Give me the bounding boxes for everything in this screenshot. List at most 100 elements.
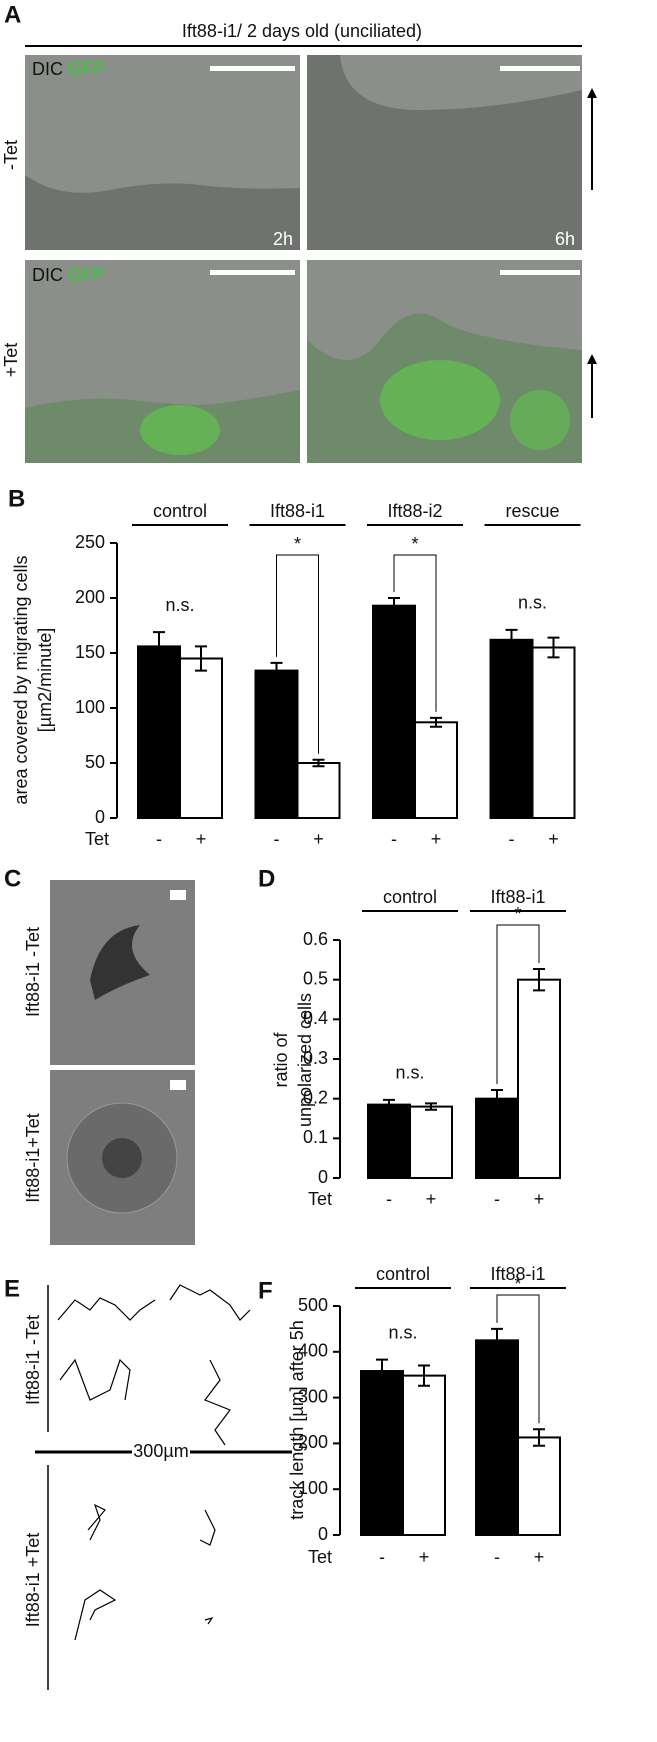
error-bar xyxy=(388,597,400,615)
y-tick-label: 100 xyxy=(298,1478,328,1498)
error-bar xyxy=(491,1088,503,1109)
error-bar xyxy=(383,1098,395,1111)
error-bar xyxy=(376,1358,388,1384)
y-axis-label: track length [µm] after 5h xyxy=(287,1320,307,1519)
group-label: rescue xyxy=(505,501,559,521)
x-tick-label: - xyxy=(494,1189,500,1209)
significance-bracket xyxy=(393,554,437,712)
bar xyxy=(489,638,534,819)
annotation: * xyxy=(411,534,418,554)
group-label: Ift88-i1 xyxy=(490,887,545,907)
x-tick-label: + xyxy=(313,829,324,849)
significance-bracket xyxy=(276,554,319,754)
y-axis-label: ratio of xyxy=(271,1031,291,1087)
x-tick-label: + xyxy=(534,1547,545,1567)
x-tick-label: + xyxy=(534,1189,545,1209)
panel-label: E xyxy=(4,1275,20,1302)
y-tick-label: 0 xyxy=(318,1167,328,1187)
y-tick-label: 500 xyxy=(298,1295,328,1315)
error-bar xyxy=(153,631,165,662)
row-label: Ift88-i1+Tet xyxy=(23,1113,43,1203)
error-bar xyxy=(425,1102,437,1111)
bar xyxy=(402,1374,446,1536)
annotation: n.s. xyxy=(518,593,547,613)
group-label: control xyxy=(153,501,207,521)
annotation: * xyxy=(514,1274,521,1294)
x-axis-label: Tet xyxy=(85,829,109,849)
x-tick-label: + xyxy=(431,829,442,849)
y-tick-label: 400 xyxy=(298,1341,328,1361)
row-label: +Tet xyxy=(1,343,21,378)
channel-label: GFP xyxy=(68,59,105,79)
error-bar xyxy=(195,645,207,672)
y-tick-label: 0.2 xyxy=(303,1087,328,1107)
bar xyxy=(475,1097,519,1179)
time-label: 2h xyxy=(273,229,293,249)
y-tick-label: 0.5 xyxy=(303,968,328,988)
x-tick-label: + xyxy=(196,829,207,849)
bar xyxy=(367,1103,411,1180)
panel-label: B xyxy=(8,485,25,512)
x-axis-label: Tet xyxy=(308,1547,332,1567)
bar xyxy=(372,604,416,820)
y-axis-label: unpolarized cells xyxy=(295,993,315,1127)
y-axis-label: [µm2/minute] xyxy=(35,628,55,732)
y-tick-label: 0.1 xyxy=(303,1127,328,1147)
y-tick-label: 150 xyxy=(75,642,105,662)
x-tick-label: + xyxy=(426,1189,437,1209)
bar xyxy=(517,978,561,1180)
cell-images xyxy=(50,880,195,1245)
significance-bracket xyxy=(496,924,540,1084)
y-tick-label: 200 xyxy=(298,1432,328,1452)
y-tick-label: 0.3 xyxy=(303,1048,328,1068)
time-label: 6h xyxy=(555,229,575,249)
bar xyxy=(414,721,458,819)
bar xyxy=(254,669,299,819)
group-label: Ift88-i1 xyxy=(490,1264,545,1284)
annotation: n.s. xyxy=(165,595,194,615)
error-bar xyxy=(533,967,545,992)
error-bar xyxy=(547,636,560,659)
x-tick-label: - xyxy=(391,829,397,849)
error-bar xyxy=(418,1364,430,1387)
x-tick-label: - xyxy=(379,1547,385,1567)
annotation: * xyxy=(514,904,521,924)
y-axis-label: area covered by migrating cells xyxy=(11,555,31,804)
panel-label: D xyxy=(258,865,275,892)
row-label: -Tet xyxy=(1,140,21,170)
group-label: Ift88-i1 xyxy=(270,501,325,521)
x-axis-label: Tet xyxy=(308,1189,332,1209)
group-label: control xyxy=(383,887,437,907)
y-tick-label: 100 xyxy=(75,697,105,717)
error-bar xyxy=(533,1428,545,1447)
y-tick-label: 0.6 xyxy=(303,929,328,949)
micrographs xyxy=(25,55,597,463)
scale-label: 300µm xyxy=(133,1441,188,1461)
panel-label: C xyxy=(4,865,21,892)
x-tick-label: + xyxy=(548,829,559,849)
x-tick-label: + xyxy=(419,1547,430,1567)
significance-bracket xyxy=(496,1294,540,1424)
y-tick-label: 300 xyxy=(298,1386,328,1406)
bar xyxy=(360,1370,404,1537)
channel-label: DIC xyxy=(32,59,63,79)
group-label: Ift88-i2 xyxy=(387,501,442,521)
x-tick-label: - xyxy=(156,829,162,849)
y-tick-label: 0 xyxy=(318,1524,328,1544)
error-bar xyxy=(430,716,442,728)
annotation: n.s. xyxy=(388,1322,417,1342)
bar xyxy=(531,646,576,819)
bar xyxy=(296,762,341,819)
panel-title: Ift88-i1/ 2 days old (unciliated) xyxy=(182,21,422,41)
error-bar xyxy=(270,661,283,680)
channel-label: GFP xyxy=(68,265,105,285)
annotation: n.s. xyxy=(395,1063,424,1083)
row-label: Ift88-i1 -Tet xyxy=(23,927,43,1017)
x-tick-label: - xyxy=(509,829,515,849)
x-tick-label: - xyxy=(386,1189,392,1209)
group-label: control xyxy=(376,1264,430,1284)
x-tick-label: - xyxy=(494,1547,500,1567)
panel-label: A xyxy=(4,1,21,28)
y-tick-label: 0 xyxy=(95,807,105,827)
annotation: * xyxy=(294,534,301,554)
